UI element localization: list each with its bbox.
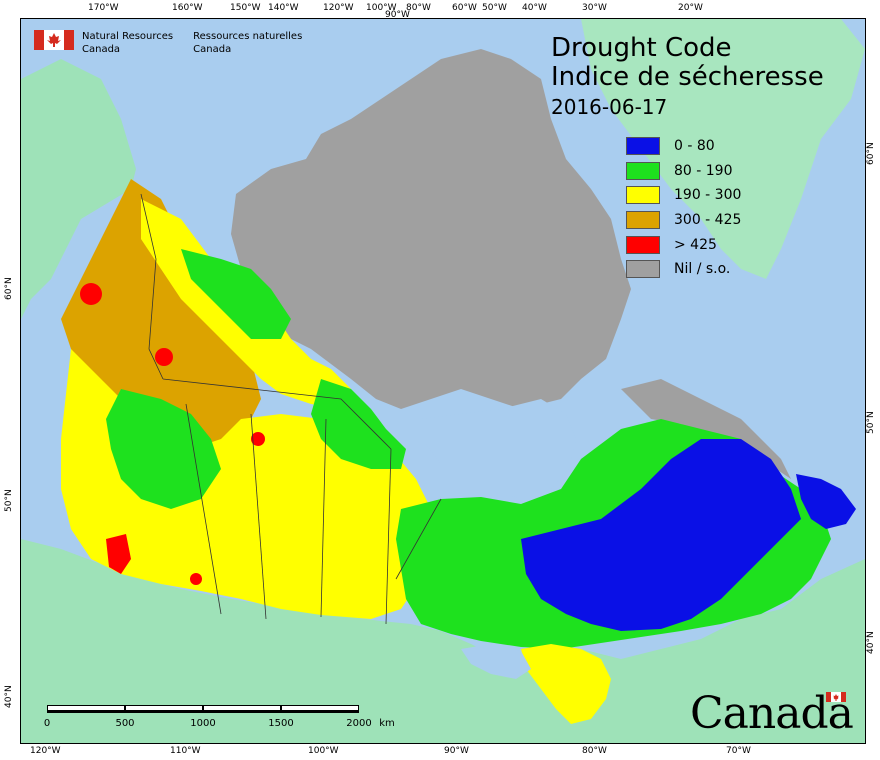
tick-lon-top: 60°W — [452, 3, 477, 13]
legend: 0 - 80 80 - 190 190 - 300 300 - 425 > 42… — [626, 134, 741, 282]
scale-tick-label: 0 — [43, 718, 51, 729]
scale-tick-label: 1500 — [268, 718, 294, 729]
north-green-zone — [181, 249, 291, 339]
nrcan-en-line2: Canada — [82, 44, 121, 55]
map-canvas — [21, 19, 865, 743]
canada-flag-icon — [34, 30, 74, 50]
newfoundland-blue — [796, 474, 856, 529]
nrcan-en-line1: Natural Resources — [82, 31, 174, 42]
nrcan-name-en: Natural Resources Canada — [82, 30, 173, 56]
scale-segment — [125, 705, 203, 711]
legend-item: > 425 — [626, 232, 741, 257]
tick-lon-top: 140°W — [268, 3, 299, 13]
map-title-block: Drought Code Indice de sécheresse 2016-0… — [551, 34, 824, 122]
province-borders — [140, 193, 442, 625]
legend-item: Nil / s.o. — [626, 257, 741, 282]
legend-item: 190 - 300 — [626, 183, 741, 208]
map-frame — [20, 18, 866, 744]
east-blue-zone — [521, 439, 801, 631]
ontario-south-zone — [521, 644, 611, 724]
scale-segment — [47, 705, 125, 711]
legend-swatch — [626, 137, 660, 156]
legend-label: 300 - 425 — [674, 212, 742, 229]
scale-segment — [281, 705, 359, 711]
scale-tick-label: 500 — [115, 718, 135, 729]
tick-lat-right: 40°N — [866, 631, 876, 654]
scale-tick-label: 1000 — [190, 718, 216, 729]
tick-lon-top: 20°W — [678, 3, 703, 13]
scale-baseline — [47, 711, 359, 713]
arctic-islands — [231, 49, 631, 409]
tick-lon-top: 50°W — [482, 3, 507, 13]
tick-lon-bottom: 70°W — [726, 746, 751, 756]
tick-lon-bottom: 80°W — [582, 746, 607, 756]
tick-lat-left: 60°N — [4, 277, 14, 300]
tick-lon-top: 120°W — [323, 3, 354, 13]
legend-item: 80 - 190 — [626, 159, 741, 184]
nrcan-name-fr: Ressources naturelles Canada — [193, 30, 302, 56]
hotspot-red-1 — [80, 283, 102, 305]
tick-lon-bottom: 90°W — [444, 746, 469, 756]
legend-label: > 425 — [674, 236, 717, 253]
legend-item: 0 - 80 — [626, 134, 741, 159]
legend-label: 190 - 300 — [674, 187, 742, 204]
scale-tick-label: 2000 — [346, 718, 372, 729]
legend-swatch — [626, 211, 660, 230]
great-lakes — [461, 644, 531, 679]
hotspot-red-2 — [155, 348, 173, 366]
legend-swatch — [626, 161, 660, 180]
tick-lon-bottom: 100°W — [308, 746, 339, 756]
tick-lon-bottom: 120°W — [30, 746, 61, 756]
hotspot-red-5 — [190, 573, 202, 585]
tick-lon-top: 30°W — [582, 3, 607, 13]
tick-lon-top: 160°W — [172, 3, 203, 13]
prairie-yellow-zone — [61, 349, 441, 619]
legend-label: 80 - 190 — [674, 162, 733, 179]
alaska-land — [21, 59, 136, 319]
legend-swatch — [626, 260, 660, 279]
legend-item: 300 - 425 — [626, 208, 741, 233]
tick-lon-top: 100°W — [366, 3, 397, 13]
tick-lat-left: 40°N — [4, 685, 14, 708]
hotspot-red-3 — [251, 432, 265, 446]
tick-lat-right: 50°N — [866, 411, 876, 434]
tick-lat-left: 50°N — [4, 489, 14, 512]
hotspot-red-4 — [106, 534, 131, 574]
tick-lon-top: 150°W — [230, 3, 261, 13]
tick-lon-top: 90°W — [385, 10, 410, 20]
map-date: 2016-06-17 — [551, 95, 668, 119]
legend-label: 0 - 80 — [674, 138, 715, 155]
nrcan-fr-line1: Ressources naturelles — [193, 31, 303, 42]
hudson-bay — [421, 399, 576, 499]
wordmark-flag-icon — [826, 692, 846, 702]
legend-swatch — [626, 235, 660, 254]
arctic-grey-east — [621, 379, 791, 479]
nrcan-logo: Natural Resources Canada Ressources natu… — [34, 30, 302, 56]
tick-lon-bottom: 110°W — [170, 746, 201, 756]
map-title-en: Drought Code — [551, 33, 732, 63]
west-green-zone — [106, 389, 221, 509]
usa-land — [21, 539, 865, 743]
legend-label: Nil / s.o. — [674, 261, 731, 278]
tick-lon-top: 80°W — [406, 3, 431, 13]
scale-unit: km — [379, 718, 395, 729]
central-green-zone — [311, 379, 406, 469]
tick-lon-top: 40°W — [522, 3, 547, 13]
nrcan-fr-line2: Canada — [193, 44, 232, 55]
greenland-land — [581, 19, 865, 279]
scale-segment — [203, 705, 281, 711]
tick-lat-right: 60°N — [866, 142, 876, 165]
map-title-fr: Indice de sécheresse — [551, 62, 824, 92]
tick-lon-top: 170°W — [88, 3, 119, 13]
legend-swatch — [626, 186, 660, 205]
